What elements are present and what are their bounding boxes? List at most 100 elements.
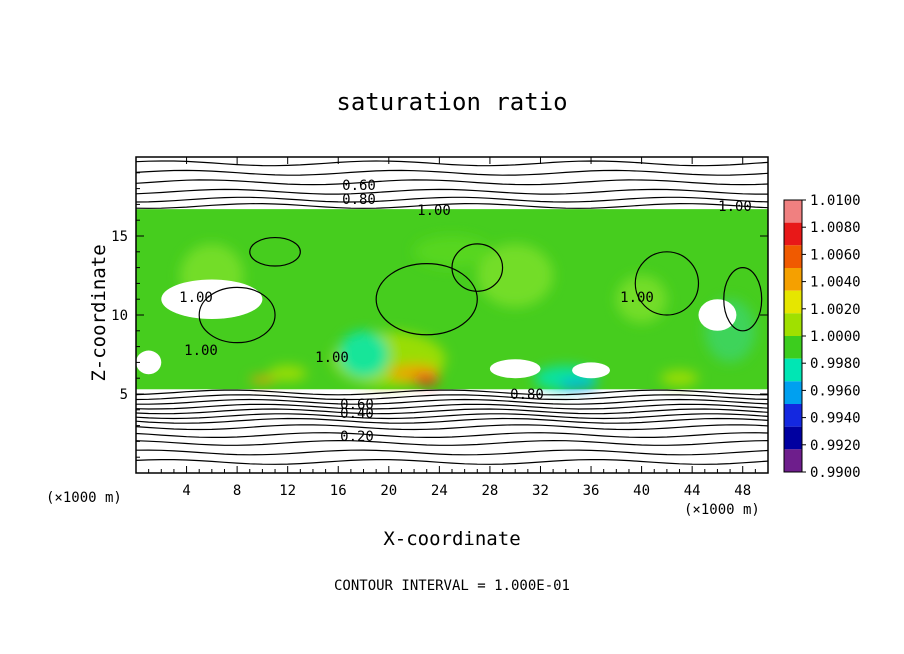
colorbar-label: 1.0060 — [810, 247, 861, 263]
colorbar-swatch — [784, 404, 802, 427]
upper-contour — [136, 160, 768, 167]
lower-contour — [136, 439, 768, 446]
interior-contour — [723, 267, 763, 332]
colorbar-swatch — [784, 222, 802, 246]
colorbar-swatch — [784, 268, 802, 291]
interior-contour — [451, 243, 504, 292]
lower-contour — [136, 413, 768, 420]
x-tick-label: 44 — [684, 483, 701, 499]
interior-contour — [198, 286, 276, 344]
lower-contour — [136, 403, 768, 410]
contour-label: 0.20 — [340, 429, 374, 445]
upper-contour — [136, 179, 768, 186]
colorbar-swatch — [784, 200, 802, 223]
x-unit-label-right: (×1000 m) — [684, 502, 760, 518]
x-axis-ticks: 4 8 12 16 20 24 28 32 36 40 44 48 — [148, 157, 756, 499]
colorbar-swatch — [784, 449, 802, 472]
contour-label: 1.00 — [417, 203, 451, 219]
colorbar-swatch — [784, 290, 802, 314]
field-anomaly — [616, 275, 667, 323]
x-tick-label: 4 — [182, 483, 190, 499]
colorbar-label: 1.0100 — [810, 193, 861, 209]
upper-contour — [136, 196, 768, 203]
y-axis-label: Z-coordinate — [88, 244, 110, 382]
interior-contour — [634, 251, 700, 316]
colorbar-label: 1.0000 — [810, 329, 861, 345]
lower-contour — [136, 417, 768, 424]
unsaturated-patch — [489, 359, 541, 379]
contour-label: 1.00 — [315, 350, 349, 366]
lower-contour — [136, 394, 768, 401]
field-anomaly — [268, 365, 307, 382]
x-tick-label: 12 — [279, 483, 296, 499]
field-anomalies — [180, 236, 756, 391]
colorbar-label: 1.0020 — [810, 302, 861, 318]
colorbar: 1.0100 1.0080 1.0060 1.0040 1.0020 1.0000 0.99… — [783, 193, 861, 481]
upper-contour — [136, 169, 768, 176]
colorbar-label: 1.0080 — [810, 220, 861, 236]
contour-label: 1.00 — [620, 290, 654, 306]
lower-contour — [136, 398, 768, 405]
colorbar-label: 0.9960 — [810, 383, 861, 399]
x-tick-label: 28 — [481, 483, 498, 499]
x-unit-label-left: (×1000 m) — [46, 490, 122, 506]
field-anomaly — [249, 375, 276, 384]
unsaturated-patch — [572, 362, 610, 379]
field-anomaly — [477, 243, 554, 308]
unsaturated-patch — [136, 350, 162, 375]
colorbar-swatch — [784, 336, 802, 359]
contour-label: 1.00 — [179, 290, 213, 306]
field-anomaly — [414, 374, 440, 386]
interior-contour — [375, 263, 478, 336]
contour-label: 0.40 — [340, 406, 374, 422]
lower-contour — [136, 424, 768, 431]
contour-label: 1.00 — [184, 343, 218, 359]
x-tick-label: 40 — [633, 483, 650, 499]
x-tick-label: 24 — [431, 483, 448, 499]
colorbar-label: 0.9920 — [810, 438, 861, 454]
colorbar-label: 0.9900 — [810, 465, 861, 481]
contour-lines — [136, 160, 768, 465]
y-tick-label: 10 — [111, 308, 128, 324]
contour-interval-note: CONTOUR INTERVAL = 1.000E-01 — [333, 578, 570, 594]
x-tick-label: 48 — [734, 483, 751, 499]
upper-contour — [136, 188, 768, 195]
colorbar-label: 0.9980 — [810, 356, 861, 372]
unsaturated-patch — [698, 299, 737, 331]
lower-contour — [136, 389, 768, 396]
x-tick-label: 20 — [380, 483, 397, 499]
contour-label: 0.80 — [342, 192, 376, 208]
colorbar-label: 1.0040 — [810, 275, 861, 291]
y-tick-label: 5 — [120, 387, 128, 403]
unsaturated-patch — [161, 279, 263, 319]
field-anomaly — [338, 330, 389, 379]
y-axis-ticks: 5 10 15 — [111, 172, 768, 458]
x-tick-label: 16 — [330, 483, 347, 499]
field-anomaly — [660, 370, 699, 387]
colorbar-swatch — [784, 381, 802, 404]
colorbar-swatch — [784, 313, 802, 336]
field-anomaly — [559, 379, 598, 390]
y-tick-label: 15 — [111, 229, 128, 245]
field-anomaly — [414, 236, 490, 268]
colorbar-swatch — [784, 358, 802, 382]
upper-contour — [136, 202, 768, 209]
interior-contour — [249, 236, 301, 267]
x-axis-label: X-coordinate — [383, 528, 521, 550]
contour-label: 0.80 — [510, 387, 544, 403]
lower-contour — [136, 449, 768, 456]
contour-labels: 0.600.801.00 1.001.00 1.001.00 1.000.600.40… — [179, 178, 752, 445]
contour-label: 0.60 — [340, 397, 374, 413]
lower-contour — [136, 408, 768, 415]
chart-title: saturation ratio — [336, 88, 568, 116]
colorbar-swatch — [784, 245, 802, 268]
contour-label: 1.00 — [718, 199, 752, 215]
saturation-field — [136, 209, 768, 391]
x-tick-label: 32 — [532, 483, 549, 499]
colorbar-swatch — [784, 426, 802, 450]
x-tick-label: 8 — [233, 483, 241, 499]
contour-label: 0.60 — [342, 178, 376, 194]
x-tick-label: 36 — [583, 483, 600, 499]
colorbar-label: 0.9940 — [810, 411, 861, 427]
